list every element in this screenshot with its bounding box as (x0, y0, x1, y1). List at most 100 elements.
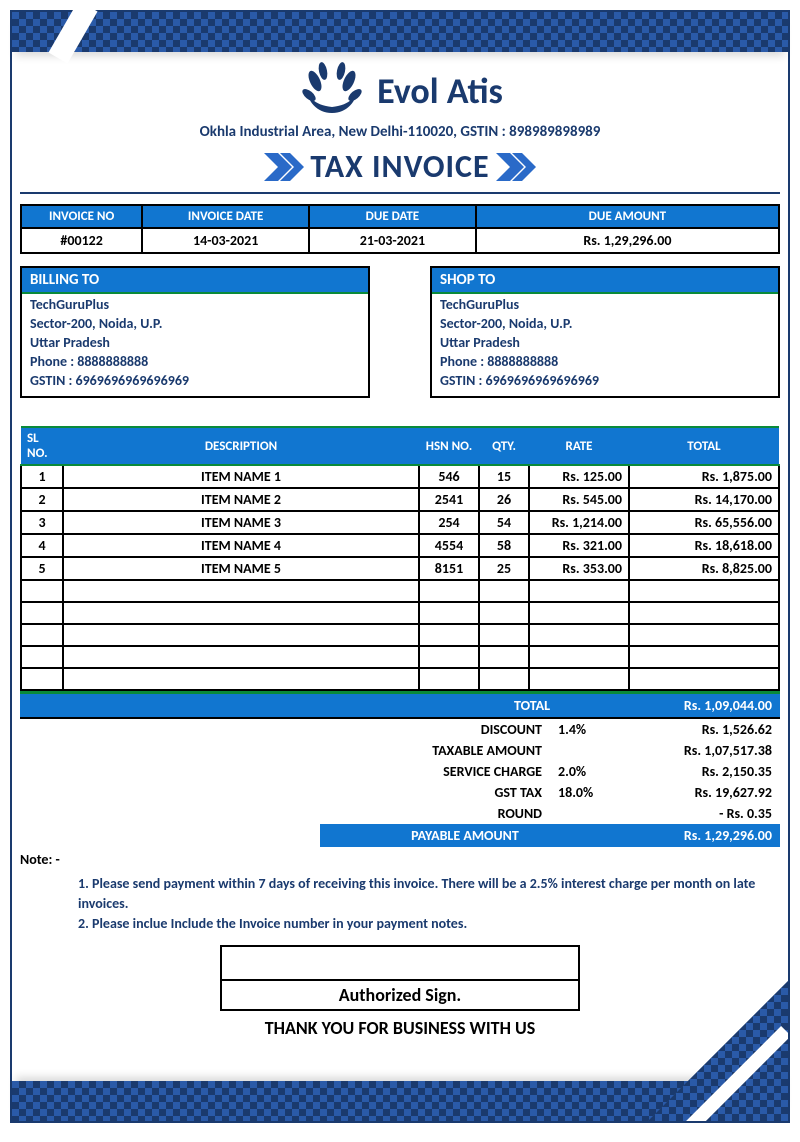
cell-desc: ITEM NAME 2 (63, 488, 419, 511)
note-1: 1. Please send payment within 7 days of … (78, 874, 780, 913)
table-row-empty (21, 646, 779, 668)
document-title: TAX INVOICE (310, 147, 489, 186)
cell-hsn: 2541 (419, 488, 479, 511)
items-header-qty: QTY. (479, 427, 529, 465)
billing-title: BILLING TO (22, 268, 368, 294)
cell-total: Rs. 18,618.00 (629, 534, 779, 557)
discount-value: Rs. 1,526.62 (610, 719, 780, 740)
info-value-date: 14-03-2021 (142, 228, 309, 253)
discount-label: DISCOUNT (20, 719, 550, 740)
shipping-gstin: GSTIN : 6969696969696969 (440, 372, 770, 391)
totals-zone: TOTAL Rs. 1,09,044.00 DISCOUNT 1.4% Rs. … (20, 691, 780, 847)
cell-total: Rs. 8,825.00 (629, 557, 779, 580)
header-divider (20, 192, 780, 194)
cell-qty: 25 (479, 557, 529, 580)
cell-qty: 26 (479, 488, 529, 511)
note-label: Note: - (20, 851, 780, 868)
round-value: - Rs. 0.35 (610, 803, 780, 824)
round-label: ROUND (20, 803, 550, 824)
invoice-info-table: INVOICE NO INVOICE DATE DUE DATE DUE AMO… (20, 204, 780, 254)
cell-total: Rs. 14,170.00 (629, 488, 779, 511)
gst-value: Rs. 19,627.92 (610, 782, 780, 803)
cell-desc: ITEM NAME 5 (63, 557, 419, 580)
table-row: 2ITEM NAME 2254126Rs. 545.00Rs. 14,170.0… (21, 488, 779, 511)
notes-section: Note: - 1. Please send payment within 7 … (20, 851, 780, 1039)
cell-qty: 58 (479, 534, 529, 557)
cell-sl: 2 (21, 488, 63, 511)
table-row-empty (21, 602, 779, 624)
taxable-value: Rs. 1,07,517.38 (610, 740, 780, 761)
service-label: SERVICE CHARGE (20, 761, 550, 782)
company-address: Okhla Industrial Area, New Delhi-110020,… (20, 123, 780, 141)
total-label: TOTAL (514, 697, 550, 714)
cell-total: Rs. 65,556.00 (629, 511, 779, 534)
cell-sl: 1 (21, 465, 63, 488)
info-header-due: DUE DATE (309, 205, 476, 228)
cell-hsn: 4554 (419, 534, 479, 557)
table-row-empty (21, 624, 779, 646)
items-header-rate: RATE (529, 427, 629, 465)
signature-box: Authorized Sign. (220, 945, 580, 1011)
info-value-no: #00122 (21, 228, 142, 253)
shipping-name: TechGuruPlus (440, 296, 770, 315)
cell-hsn: 546 (419, 465, 479, 488)
info-header-amt: DUE AMOUNT (476, 205, 779, 228)
service-value: Rs. 2,150.35 (610, 761, 780, 782)
cell-total: Rs. 1,875.00 (629, 465, 779, 488)
table-row: 1ITEM NAME 154615Rs. 125.00Rs. 1,875.00 (21, 465, 779, 488)
table-row: 4ITEM NAME 4455458Rs. 321.00Rs. 18,618.0… (21, 534, 779, 557)
top-pattern-band (12, 12, 788, 52)
info-value-due: 21-03-2021 (309, 228, 476, 253)
cell-desc: ITEM NAME 1 (63, 465, 419, 488)
cell-desc: ITEM NAME 3 (63, 511, 419, 534)
table-row: 5ITEM NAME 5815125Rs. 353.00Rs. 8,825.00 (21, 557, 779, 580)
table-row-empty (21, 580, 779, 602)
cell-rate: Rs. 353.00 (529, 557, 629, 580)
signature-label: Authorized Sign. (222, 981, 578, 1009)
cell-sl: 3 (21, 511, 63, 534)
table-row: 3ITEM NAME 325454Rs. 1,214.00Rs. 65,556.… (21, 511, 779, 534)
billing-line1: Sector-200, Noida, U.P. (30, 315, 360, 334)
items-header-total: TOTAL (629, 427, 779, 465)
payable-value: Rs. 1,29,296.00 (610, 824, 780, 847)
service-pct: 2.0% (550, 761, 610, 782)
invoice-content: Evol Atis Okhla Industrial Area, New Del… (12, 55, 788, 1078)
items-header-desc: DESCRIPTION (63, 427, 419, 465)
payable-bar: PAYABLE AMOUNT Rs. 1,29,296.00 (20, 824, 780, 847)
company-name: Evol Atis (377, 69, 503, 113)
note-2: 2. Please inclue Include the Invoice num… (78, 914, 780, 934)
items-header-sl: SL NO. (21, 427, 63, 465)
table-row-empty (21, 668, 779, 690)
info-header-no: INVOICE NO (21, 205, 142, 228)
cell-sl: 5 (21, 557, 63, 580)
signature-space (222, 947, 578, 981)
chevron-right-icon (264, 153, 304, 181)
wreath-logo-icon (297, 61, 367, 121)
info-header-date: INVOICE DATE (142, 205, 309, 228)
cell-rate: Rs. 545.00 (529, 488, 629, 511)
cell-rate: Rs. 125.00 (529, 465, 629, 488)
billing-box: BILLING TO TechGuruPlus Sector-200, Noid… (20, 266, 370, 398)
cell-rate: Rs. 1,214.00 (529, 511, 629, 534)
cell-qty: 54 (479, 511, 529, 534)
address-row: BILLING TO TechGuruPlus Sector-200, Noid… (20, 266, 780, 398)
header: Evol Atis Okhla Industrial Area, New Del… (20, 61, 780, 194)
taxable-label: TAXABLE AMOUNT (20, 740, 550, 761)
cell-sl: 4 (21, 534, 63, 557)
total-bar: TOTAL Rs. 1,09,044.00 (20, 691, 780, 719)
info-value-amt: Rs. 1,29,296.00 (476, 228, 779, 253)
chevron-right-icon (496, 153, 536, 181)
payable-label: PAYABLE AMOUNT (320, 824, 610, 847)
discount-pct: 1.4% (550, 719, 610, 740)
cell-hsn: 254 (419, 511, 479, 534)
gst-label: GST TAX (20, 782, 550, 803)
items-header-hsn: HSN NO. (419, 427, 479, 465)
billing-phone: Phone : 8888888888 (30, 353, 360, 372)
cell-rate: Rs. 321.00 (529, 534, 629, 557)
cell-hsn: 8151 (419, 557, 479, 580)
items-table: SL NO. DESCRIPTION HSN NO. QTY. RATE TOT… (20, 426, 780, 691)
thank-you: THANK YOU FOR BUSINESS WITH US (20, 1017, 780, 1039)
shipping-title: SHOP TO (432, 268, 778, 294)
billing-line2: Uttar Pradesh (30, 334, 360, 353)
shipping-line2: Uttar Pradesh (440, 334, 770, 353)
